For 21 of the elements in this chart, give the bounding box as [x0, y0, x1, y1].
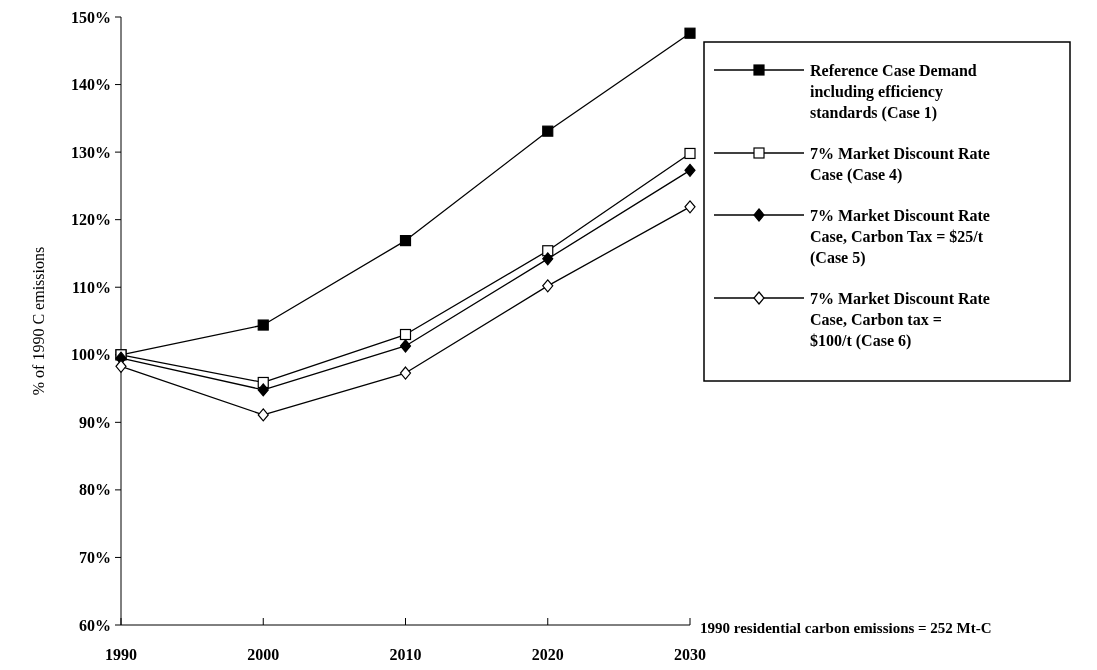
y-tick-label: 110%	[71, 278, 111, 296]
y-axis-title: % of 1990 C emissions	[30, 246, 47, 396]
text: 1990 residential carbon emissions = 252 Mt-C	[700, 620, 992, 636]
text: 7% Market Discount Rate Case, Carbon tax = $100/t (Case 6)	[810, 289, 990, 350]
x-tick-label: 2010	[389, 646, 422, 663]
y-tick-label: 70%	[79, 549, 111, 567]
text: 7% Market Discount Rate Case (Case 4)	[810, 144, 990, 184]
y-tick-label: 130%	[71, 143, 111, 161]
x-tick-label: 2000	[247, 646, 280, 663]
y-tick-label: 90%	[79, 413, 111, 431]
x-tick-label: 2020	[531, 646, 564, 663]
text: 7% Market Discount Rate Case, Carbon Tax = $25/t (Case 5)	[810, 206, 990, 267]
y-tick-label: 150%	[71, 8, 111, 26]
y-tick-label: 60%	[79, 616, 111, 634]
y-tick-label: 140%	[71, 76, 111, 94]
y-tick-label: 100%	[71, 346, 111, 364]
y-tick-label: 120%	[71, 211, 111, 229]
text: Reference Case Demand including efficiency standards (Case 1)	[810, 61, 977, 122]
y-tick-label: 80%	[79, 481, 111, 499]
x-tick-label: 2030	[674, 646, 706, 663]
x-tick-label: 1990	[105, 646, 137, 663]
